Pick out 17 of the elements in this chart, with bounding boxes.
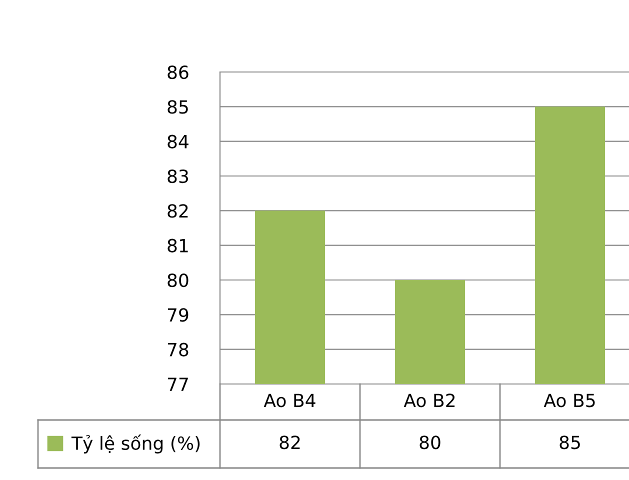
y-tick-label: 80 (168, 273, 188, 288)
x-tick-label: Ao B4 (264, 394, 316, 408)
x-tick-label: Ao B2 (404, 394, 455, 408)
legend-label: Tỷ lệ sống (%) (71, 434, 200, 454)
y-tick-label: 81 (168, 238, 188, 252)
y-tick-label: 84 (168, 134, 188, 148)
y-tick-label: 86 (168, 65, 188, 80)
y-tick-label: 85 (168, 100, 188, 114)
y-tick-label: 83 (168, 169, 188, 184)
y-tick-label: 78 (168, 342, 188, 356)
y-tick-label: 79 (168, 308, 188, 322)
data-label: 80 (420, 436, 440, 450)
x-tick-label: Ao B5 (544, 394, 595, 408)
data-label: 85 (560, 436, 580, 450)
y-tick-label: 82 (168, 204, 188, 218)
data-label: 82 (280, 436, 300, 450)
y-tick-label: 77 (168, 378, 188, 391)
